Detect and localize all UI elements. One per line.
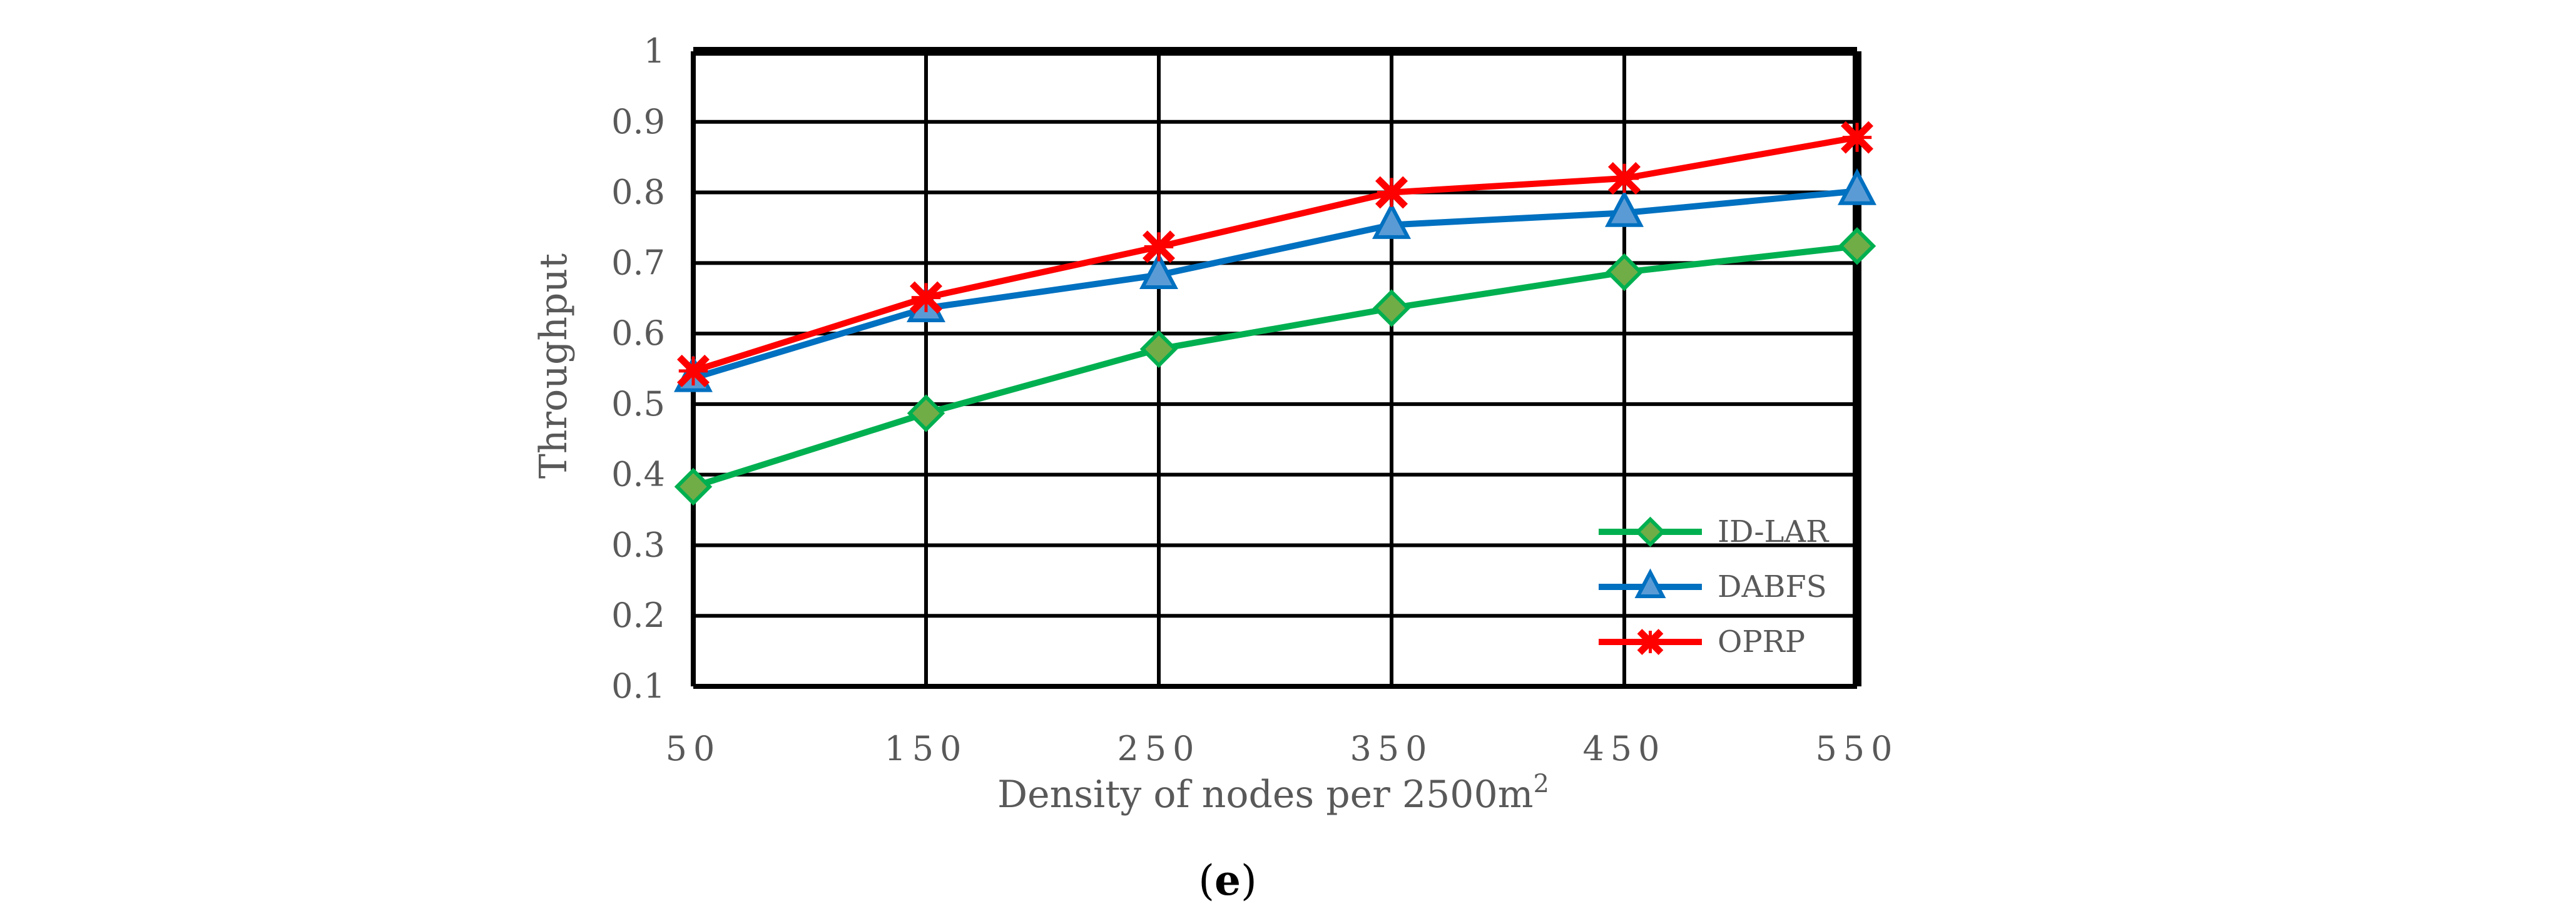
data-point-id-lar [1139,330,1178,369]
data-point-id-lar [1605,253,1644,292]
x-tick-labels: 50 150 250 350 450 550 [666,729,1898,768]
y-tick-label: 0.2 [611,596,665,635]
data-point-oprp [677,354,710,387]
x-axis-title: Density of nodes per 2500m2 [997,770,1549,817]
legend-marker [1637,629,1664,655]
x-axis-title-superscript: 2 [1534,770,1549,798]
data-point-dabfs [1605,190,1644,227]
series-line-dabfs [692,188,1858,381]
data-point-dabfs [1838,168,1876,205]
legend-label: OPRP [1718,624,1805,659]
y-tick-label: 0.9 [611,102,665,141]
y-tick-label: 0.1 [611,666,665,706]
series-line-id-lar [692,243,1858,490]
y-tick-label: 0.3 [611,525,665,564]
x-tick-label: 450 [1582,729,1666,768]
data-point-id-lar [907,394,945,432]
legend: ID-LAR DABFS OPRP [1599,514,1830,659]
y-tick-label: 0.5 [611,384,665,424]
legend-label: DABFS [1718,569,1827,604]
data-point-id-lar [674,467,713,506]
data-point-oprp [1608,162,1641,195]
data-point-id-lar [1372,289,1411,327]
caption-letter: e [1214,856,1241,905]
x-tick-label: 250 [1117,729,1200,768]
series-dabfs [674,168,1876,392]
y-tick-label: 0.8 [611,173,665,212]
legend-item-dabfs: DABFS [1599,568,1827,604]
y-tick-label: 0.6 [611,313,665,353]
data-point-id-lar [1838,227,1876,265]
caption-close: ) [1241,857,1257,905]
y-tick-label: 0.4 [611,455,665,494]
legend-item-id-lar: ID-LAR [1599,514,1830,549]
y-axis-title: Throughput [532,253,576,479]
series [674,121,1876,506]
y-tick-label: 1 [644,31,665,71]
x-tick-label: 50 [666,729,721,768]
x-tick-label: 550 [1815,729,1898,768]
legend-marker [1635,516,1666,547]
legend-item-oprp: OPRP [1599,624,1805,659]
caption-open: ( [1198,857,1214,905]
data-point-oprp [1375,176,1408,209]
data-point-dabfs [1372,202,1411,239]
x-tick-label: 350 [1350,729,1433,768]
series-oprp [677,121,1873,387]
y-tick-labels: 0.1 0.2 0.3 0.4 0.5 0.6 0.7 0.8 0.9 1 [611,31,665,706]
data-point-dabfs [1139,252,1178,290]
x-axis-title-main: Density of nodes per 2500m [997,773,1534,817]
series-id-lar [674,227,1876,506]
data-point-oprp [1841,121,1873,154]
legend-marker [1634,568,1666,598]
y-tick-label: 0.7 [611,243,665,282]
series-line-oprp [692,134,1858,374]
figure-caption: (e) [1198,856,1257,905]
data-point-oprp [1143,230,1175,263]
legend-label: ID-LAR [1718,514,1830,549]
x-tick-label: 150 [884,729,967,768]
data-point-oprp [910,281,942,314]
